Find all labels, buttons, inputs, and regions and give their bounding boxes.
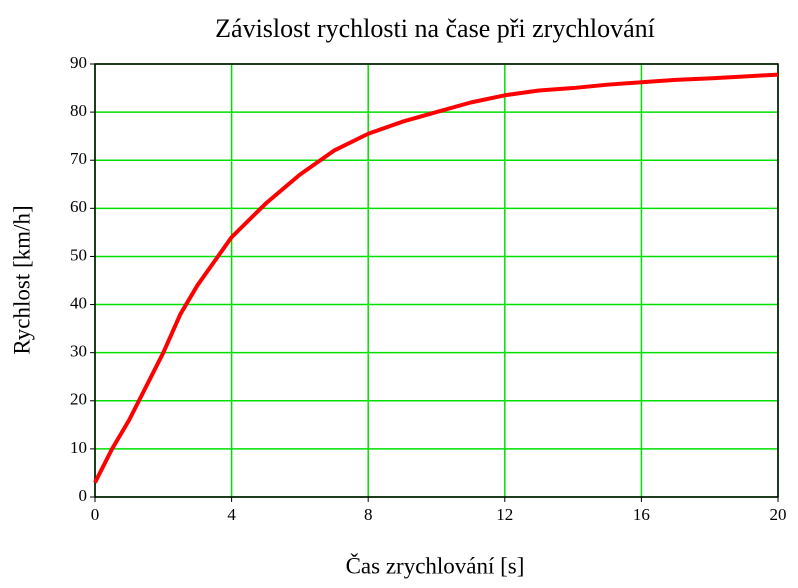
x-axis-label: Čas zrychlování [s] [346, 552, 525, 578]
x-tick-label: 12 [496, 505, 513, 524]
y-tick-label: 20 [70, 390, 87, 409]
y-tick-label: 70 [70, 149, 87, 168]
y-tick-label: 60 [70, 197, 87, 216]
chart-title: Závislost rychlosti na čase při zrychlov… [215, 14, 655, 43]
y-tick-label: 80 [70, 101, 87, 120]
y-axis-label: Rychlost [km/h] [9, 205, 34, 354]
data-line [93, 72, 779, 484]
plot-frame [94, 63, 779, 498]
y-tick-label: 40 [70, 293, 87, 312]
x-tick-label: 0 [91, 505, 100, 524]
y-tick-label: 90 [70, 53, 87, 72]
y-tick-label: 10 [70, 438, 87, 457]
y-tick-label: 30 [70, 342, 87, 361]
y-tick-label: 50 [70, 245, 87, 264]
x-tick-label: 4 [227, 505, 236, 524]
x-tick-label: 20 [770, 505, 787, 524]
y-tick-label: 0 [79, 486, 88, 505]
x-tick-label: 16 [633, 505, 650, 524]
x-tick-label: 8 [364, 505, 373, 524]
